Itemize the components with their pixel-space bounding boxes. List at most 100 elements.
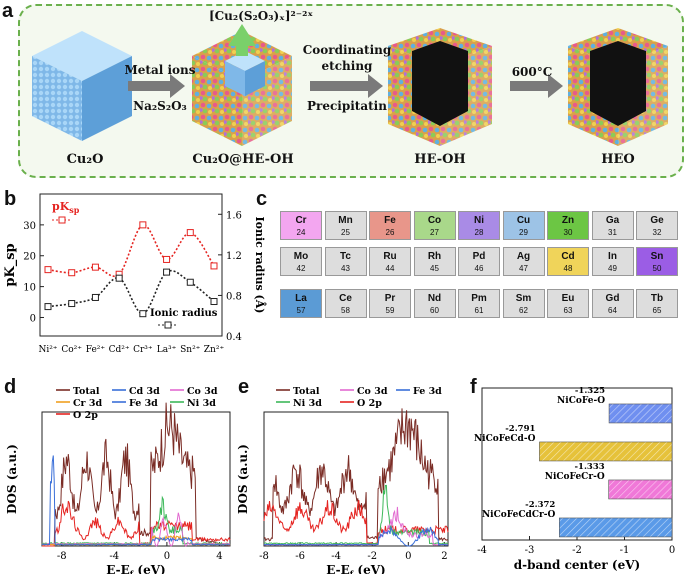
legend-radius-marker <box>164 321 172 329</box>
radius-point <box>44 303 52 311</box>
x-tick-label: -8 <box>57 551 67 562</box>
arrow-1 <box>128 74 185 98</box>
element-cell-sn: Sn 50 <box>636 247 678 276</box>
panel-label-f: f <box>470 376 477 398</box>
element-number: 45 <box>430 264 439 273</box>
element-cell-eu: Eu 63 <box>547 289 589 318</box>
element-symbol: Co <box>427 215 442 226</box>
pksp-point <box>44 266 52 274</box>
element-number: 43 <box>341 264 350 273</box>
y-axis-label: DOS (a.u.) <box>5 444 19 514</box>
stage-label-heo: HEO <box>601 152 635 167</box>
plot-frame <box>39 193 223 337</box>
legend-label: Total <box>73 386 100 397</box>
x-tick-label: 0 <box>164 551 170 562</box>
element-symbol: Mn <box>338 215 353 226</box>
pksp-point <box>91 263 99 271</box>
stage-label-cu2o: Cu₂O <box>66 152 104 167</box>
element-number: 60 <box>430 306 439 315</box>
arrow-3 <box>510 74 563 98</box>
x-tick-label: -8 <box>259 551 269 562</box>
panel-label-d: d <box>4 376 17 398</box>
legend-label: Cr 3d <box>73 398 102 409</box>
legend-label: Cd 3d <box>129 386 160 397</box>
dos-curve <box>41 495 231 545</box>
element-symbol: Ce <box>339 293 352 304</box>
element-cell-sm: Sm 62 <box>502 289 545 318</box>
x-tick-label: Cd²⁺ <box>109 345 130 355</box>
element-cell-co: Co 27 <box>413 211 456 240</box>
legend-pksp-marker <box>58 216 66 224</box>
element-cell-ga: Ga 31 <box>591 211 634 240</box>
element-symbol: Cd <box>561 251 575 262</box>
element-number: 58 <box>341 306 350 315</box>
pksp-point <box>186 229 194 237</box>
element-symbol: Fe <box>384 215 396 226</box>
pksp-point <box>68 269 76 277</box>
element-cell-gd: Gd 64 <box>591 289 634 318</box>
legend-label: Co 3d <box>187 386 218 397</box>
element-number: 42 <box>296 264 306 273</box>
x-tick-label: La³⁺ <box>157 345 177 355</box>
element-symbol: Ni <box>474 215 484 226</box>
element-number: 64 <box>608 306 617 315</box>
element-number: 61 <box>474 306 484 315</box>
bar-category-label: NiCoFeCr-O <box>545 472 605 482</box>
element-cell-pd: Pd 46 <box>458 247 500 276</box>
y-tick-label: 20 <box>23 252 36 263</box>
bar <box>608 479 673 500</box>
x-tick-label: -6 <box>295 551 305 562</box>
x-tick-label: 4 <box>216 551 222 562</box>
element-symbol: Nd <box>427 293 442 304</box>
heoh-cube <box>388 28 492 146</box>
radius-point <box>186 278 194 286</box>
element-symbol: Ag <box>516 251 531 262</box>
x-axis-label: d-band center (eV) <box>514 558 640 572</box>
arrow-2 <box>310 74 383 98</box>
element-number: 30 <box>563 228 573 237</box>
dos-curve <box>263 484 449 545</box>
element-symbol: Cr <box>295 215 307 226</box>
panel-label-c: c <box>256 188 268 210</box>
pksp-radius-chart: 0 10 20 30 0.4 0.8 1.2 1.6 Ni²⁺ Co²⁺ Fe²⁺ Cd²⁺ Cr³⁺ L… <box>3 193 267 355</box>
radius-point <box>163 268 171 276</box>
dos-curve <box>263 499 449 545</box>
element-symbol: Ga <box>605 215 620 226</box>
y-tick-label: 10 <box>23 283 36 294</box>
x-tick-label: -4 <box>331 551 341 562</box>
radius-point <box>91 293 99 301</box>
y2-tick-label: 1.2 <box>226 251 242 262</box>
x-tick-label: Cr³⁺ <box>133 345 153 355</box>
element-symbol: Pd <box>472 251 486 262</box>
arrow3-label: 600°C <box>511 65 553 79</box>
legend-label: Fe 3d <box>129 398 158 409</box>
legend-radius: Ionic radius <box>150 308 218 319</box>
element-cell-ge: Ge 32 <box>636 211 678 240</box>
element-symbol: Mo <box>293 251 309 262</box>
element-number: 59 <box>385 306 395 315</box>
dos-curve <box>41 455 231 546</box>
heo-cube <box>568 28 668 146</box>
bar-value-label: -1.333 <box>575 462 605 472</box>
element-symbol: Zn <box>561 215 575 226</box>
legend-pksp: pKsp <box>52 200 80 215</box>
cu2o-heoh-cube <box>192 24 292 146</box>
x-tick-label: 2 <box>441 551 447 562</box>
element-number: 29 <box>519 228 528 237</box>
x-tick-label: -2 <box>572 545 582 556</box>
element-symbol: Ge <box>650 215 664 226</box>
element-symbol: Tc <box>340 251 351 262</box>
element-number: 47 <box>519 264 528 273</box>
element-cell-fe: Fe 26 <box>369 211 411 240</box>
element-number: 57 <box>296 306 306 315</box>
x-tick-label: -4 <box>477 545 487 556</box>
radius-point <box>68 300 76 308</box>
bar <box>608 403 673 424</box>
arrow1-label-bottom: Na₂S₂O₃ <box>133 99 187 113</box>
y2-tick-label: 1.6 <box>226 210 242 221</box>
element-number: 26 <box>385 228 395 237</box>
legend-label: Fe 3d <box>413 386 442 397</box>
panel-label-a: a <box>2 0 14 22</box>
pksp-point <box>163 255 171 263</box>
x-axis-label-unit: (eV) <box>353 563 385 574</box>
